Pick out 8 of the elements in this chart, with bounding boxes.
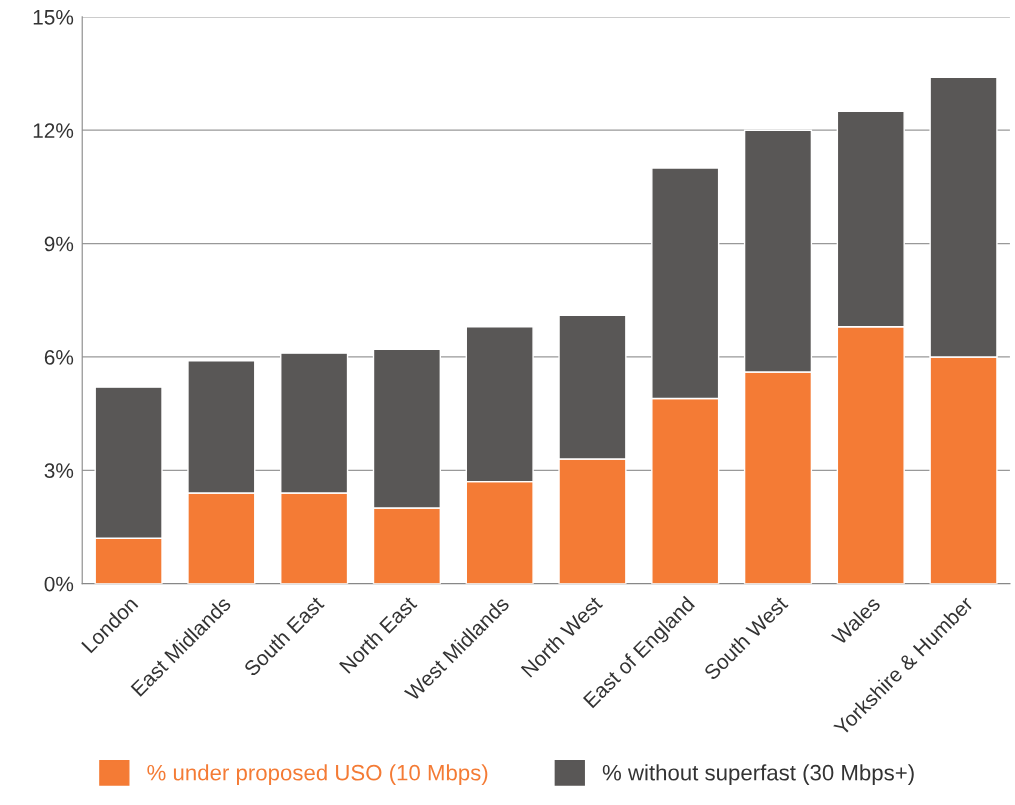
y-tick-label: 0% xyxy=(44,576,74,592)
y-tick-label: 6% xyxy=(44,349,74,365)
y-tick-label: 15% xyxy=(33,10,74,25)
legend-label: % without superfast (30 Mbps+) xyxy=(602,764,914,785)
y-tick-label: 12% xyxy=(33,123,74,138)
y-tick-label: 9% xyxy=(44,236,74,252)
y-tick-label: 3% xyxy=(44,463,74,479)
legend-label: % under proposed USO (10 Mbps) xyxy=(147,764,488,785)
